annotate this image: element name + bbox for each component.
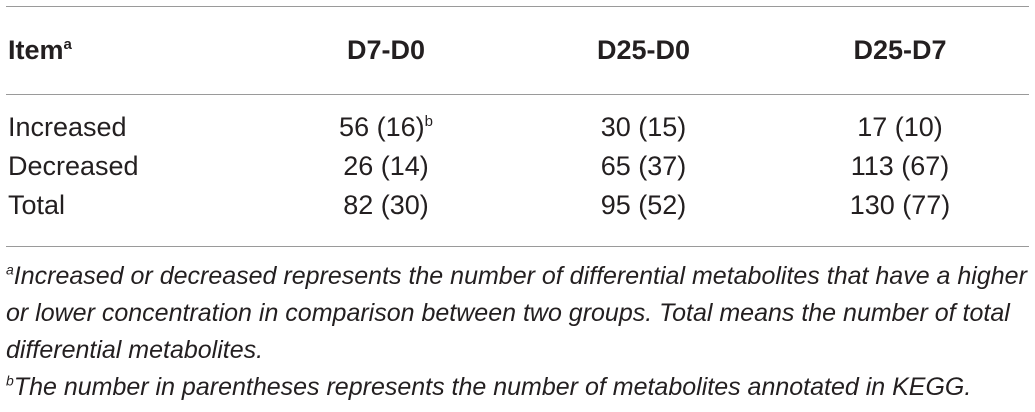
table-footnotes: aIncreased or decreased represents the n… [6,258,1029,406]
bottom-rule [6,246,1029,247]
footnote-a: aIncreased or decreased represents the n… [6,258,1029,369]
metabolites-table: Itema D7-D0 D25-D0 D25-D7 Increased 56 (… [6,6,1029,225]
header-item-label: Item [8,34,64,65]
cell-footnote-mark: b [424,113,433,130]
header-rule [6,94,1029,95]
row-label: Increased [8,112,127,142]
table-cell: 30 (15) [600,112,687,142]
row-label: Total [8,190,66,220]
table-row: Decreased 26 (14) 65 (37) 113 (67) [6,147,1029,186]
table-cell: 130 (77) [849,190,951,220]
footnote-mark: b [6,372,14,389]
table-cell: 26 (14) [343,151,429,181]
header-d25-d0: D25-D0 [596,34,691,65]
table-row: Increased 56 (16)b 30 (15) 17 (10) [6,94,1029,147]
top-rule [6,6,1029,7]
footnote-text: Increased or decreased represents the nu… [6,262,1027,364]
table-cell: 82 (30) [343,190,429,220]
footnote-text: The number in parentheses represents the… [13,373,972,401]
table-cell: 56 (16)b [256,94,516,147]
table-row: Total 82 (30) 95 (52) 130 (77) [6,186,1029,225]
header-item: Itema [6,6,256,94]
header-row: Itema D7-D0 D25-D0 D25-D7 [6,6,1029,94]
header-d7-d0: D7-D0 [346,34,426,65]
row-label: Decreased [8,151,139,181]
table-cell: 113 (67) [850,151,950,181]
footnote-mark: a [6,261,14,278]
footnote-b: bThe number in parentheses represents th… [6,369,1029,406]
cell-value: 56 (16) [339,112,425,142]
table-cell: 17 (10) [857,112,943,142]
header-item-footnote-mark: a [63,35,72,53]
table-cell: 65 (37) [600,151,687,181]
header-d25-d7: D25-D7 [853,34,947,65]
table-cell: 95 (52) [600,190,687,220]
